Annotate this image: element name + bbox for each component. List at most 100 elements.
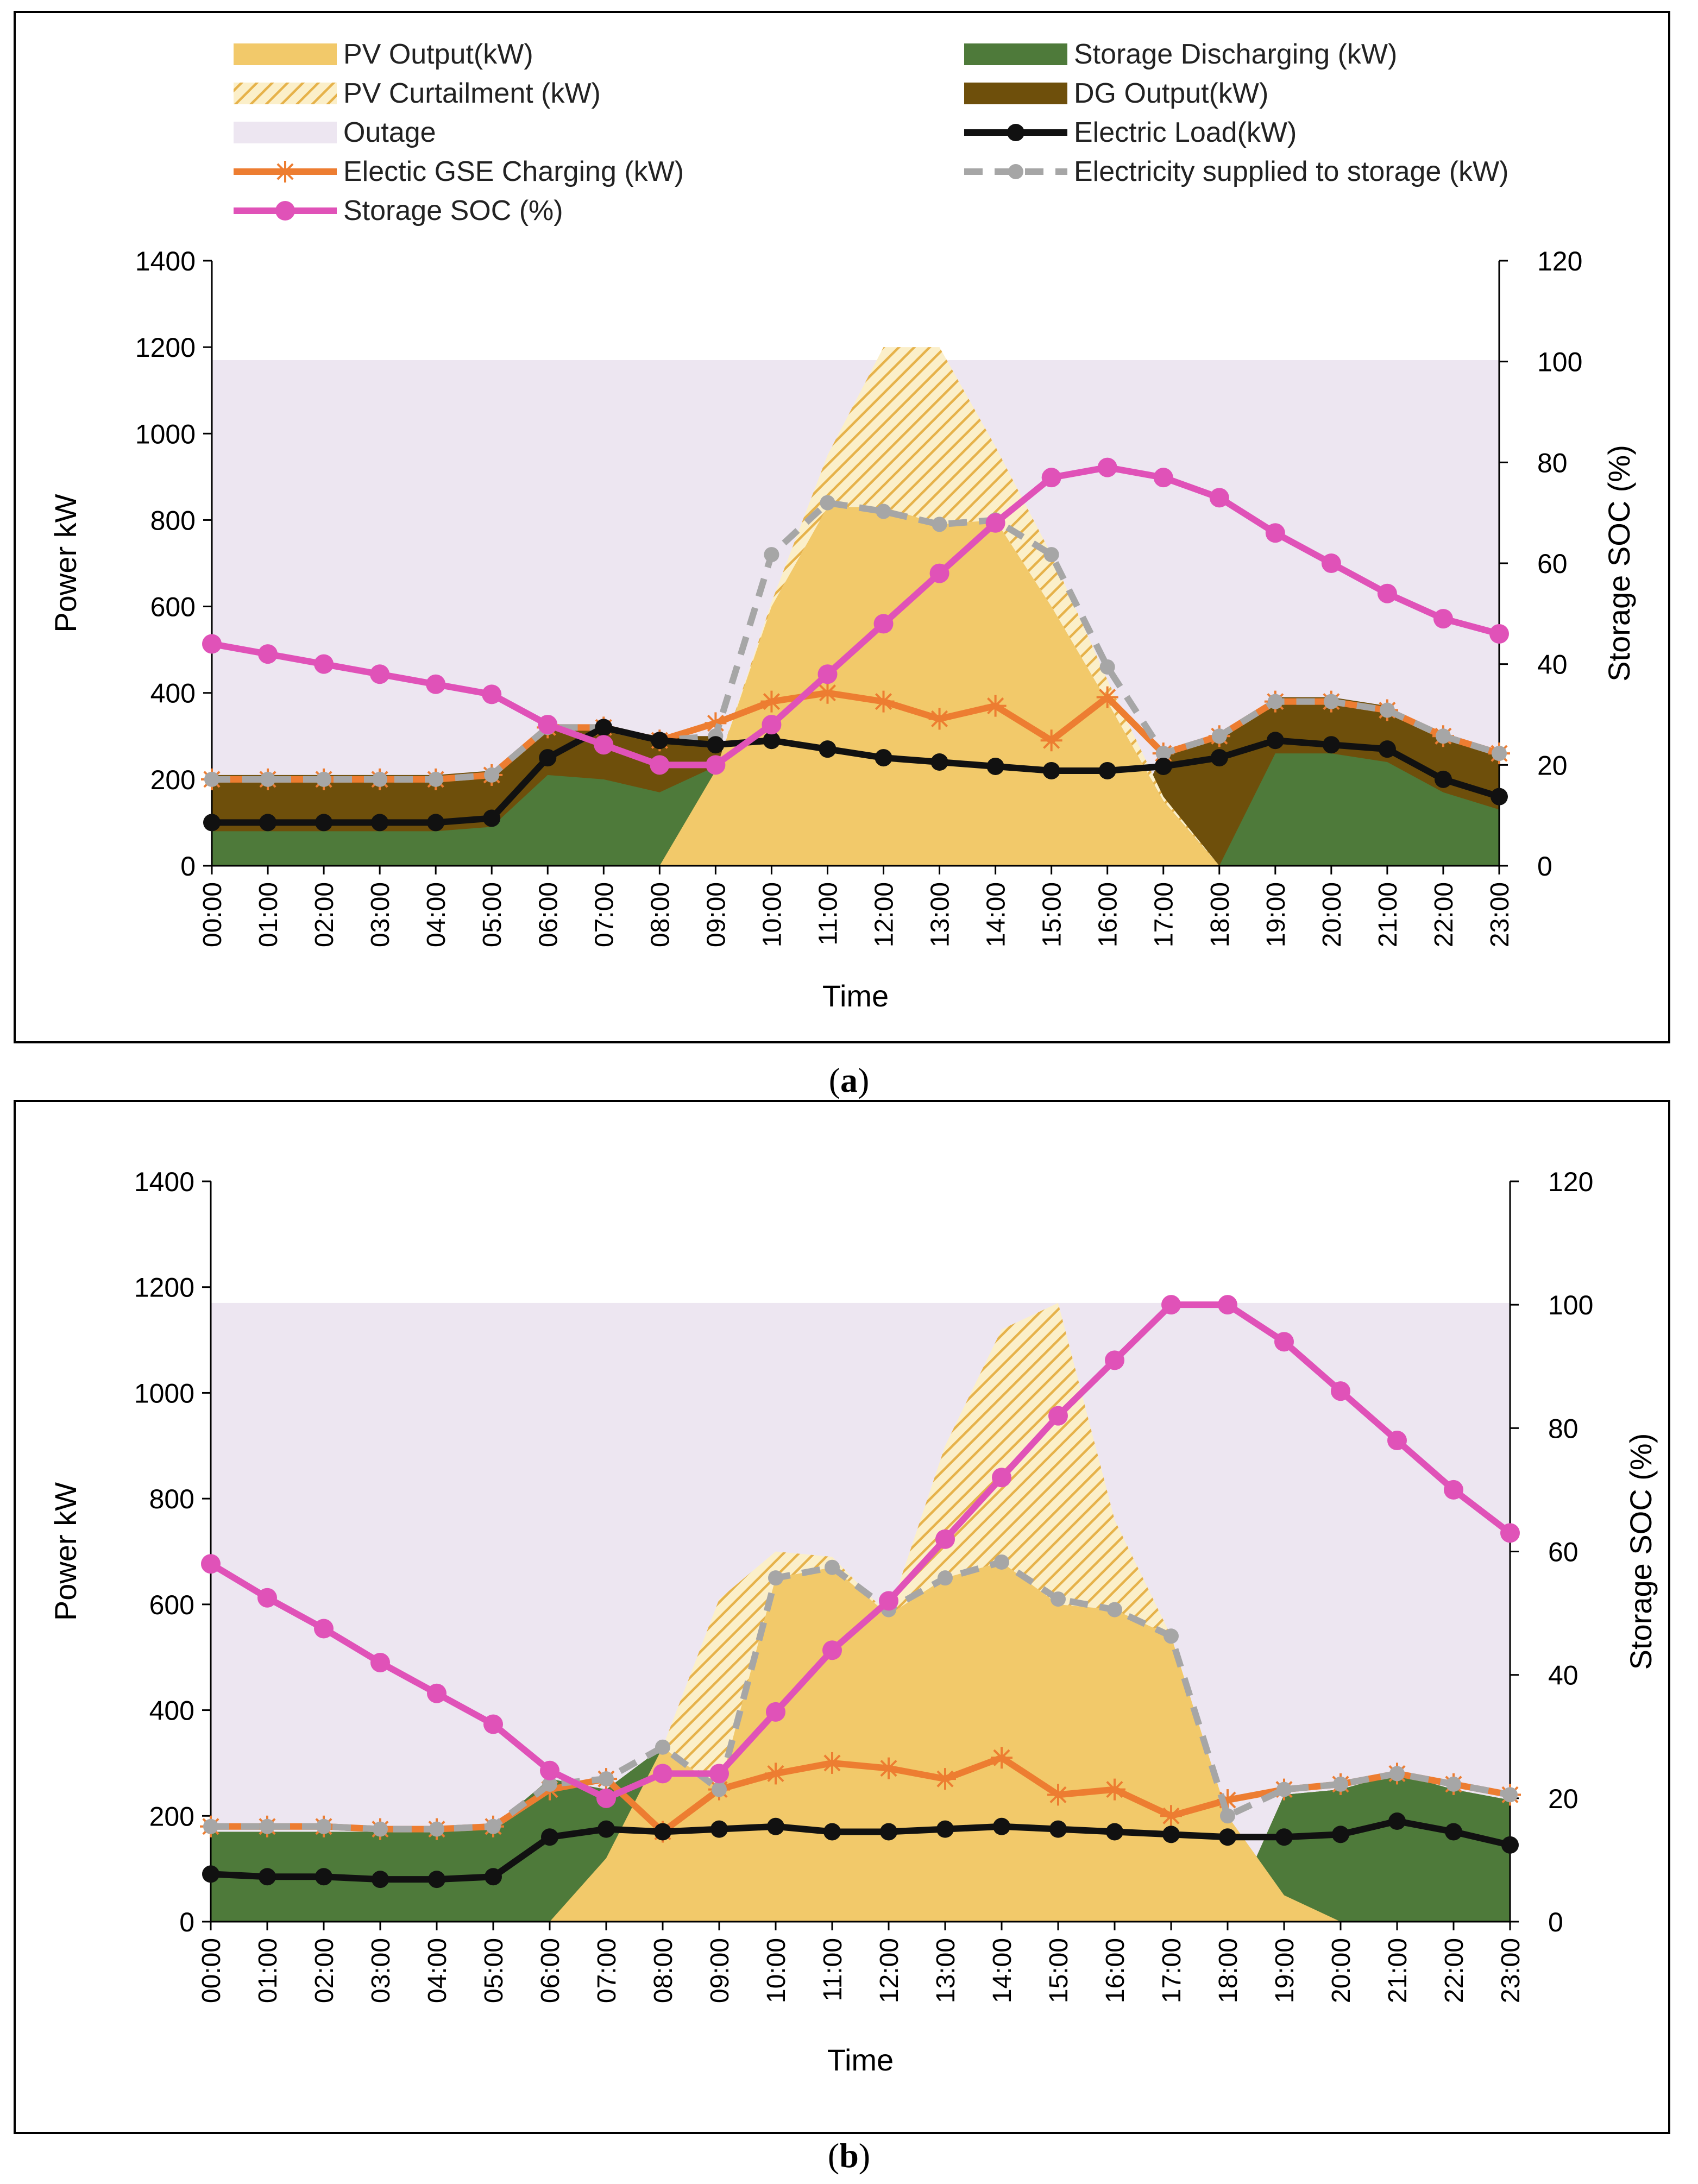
panel-label: (a) [829,1061,870,1099]
x-tick-label: 07:00 [590,882,619,947]
storage-supply-point [1492,746,1507,761]
y2-tick-label: 20 [1537,750,1568,781]
storage-supply-point [768,1570,783,1586]
storage-supply-point [1211,728,1227,744]
electric-load-point [202,1865,219,1883]
gse-charging-point-stroke [993,1749,1010,1766]
storage-supply-point [484,767,500,783]
electric-load-point [986,757,1004,775]
storage-supply-point [1323,694,1339,709]
gse-charging-point-stroke [1162,1807,1180,1824]
storage-supply-point [764,547,779,563]
legend-label: Storage Discharging (kW) [1074,39,1397,70]
storage-soc-point [1377,583,1397,603]
storage-soc-point [1433,609,1453,629]
electric-load-point [315,814,333,832]
electric-load-point [1388,1812,1406,1830]
electric-load-point [1042,761,1060,779]
storage-supply-point [1389,1766,1405,1782]
electric-load-point [541,1828,558,1846]
electric-load-point [651,732,669,750]
storage-soc-point [985,513,1005,533]
x-tick-label: 01:00 [254,1938,282,2003]
electric-load-point [1378,740,1396,758]
storage-soc-point [766,1702,785,1722]
storage-soc-point [427,1683,446,1703]
gse-charging-point [984,695,1007,717]
panel-frame [14,11,1670,1043]
electric-load-point [1445,1823,1462,1841]
legend-item-dg-output: DG Output(kW) [964,78,1268,109]
x-tick-label: 06:00 [536,1938,565,2003]
electric-load-point [993,1817,1010,1835]
gse-charging-point-stroke [931,710,948,728]
x-tick-label: 04:00 [422,882,451,947]
panel-b: 0 200 400 600 800 1000 1200 1400 0 20 40 60 80 100 120… [14,1100,1670,2175]
storage-soc-point [1321,553,1341,573]
storage-supply-point [1099,659,1115,675]
x-tick-label: 17:00 [1150,882,1179,947]
legend-item-pv-curtailment: PV Curtailment (kW) [234,78,601,109]
legend-label: Outage [343,117,436,148]
panel-label: (b) [828,2136,870,2175]
storage-soc-point [483,1714,503,1734]
storage-discharging-area [212,753,1499,866]
storage-supply-point [204,771,219,787]
storage-supply-point [825,1559,840,1575]
electric-load-point [1332,1826,1349,1843]
storage-soc-point [1331,1381,1350,1401]
legend-item-electric-load: Electric Load(kW) [964,117,1297,148]
storage-supply-point [932,517,947,532]
legend-marker-stroke [276,163,294,180]
electric-load-point [371,814,389,832]
x-tick-label: 06:00 [534,882,563,947]
storage-soc-point [1041,468,1061,488]
y2-tick-label: 20 [1548,1784,1578,1814]
storage-soc-point [314,1619,334,1639]
storage-discharging-area [211,1747,1510,1922]
gse-charging-point [1096,686,1118,708]
x-tick-label: 08:00 [649,1938,678,2003]
electric-load-point [1049,1820,1067,1838]
storage-soc-point [1218,1295,1237,1315]
storage-soc-point [1444,1480,1463,1500]
x-tick-label: 13:00 [932,1938,960,2003]
x-tick-label: 10:00 [758,882,787,947]
storage-supply-point [542,1776,557,1792]
storage-soc-point [706,755,726,775]
electric-load-point [259,814,277,832]
electric-load-point [1154,757,1172,775]
storage-supply-point [1043,547,1059,563]
x-tick-label: 11:00 [814,882,842,946]
storage-soc-point [822,1640,842,1660]
y2-axis-title: Storage SOC (%) [1602,445,1636,682]
x-tick-label: 16:00 [1101,1938,1130,2003]
electric-load-point [1106,1823,1123,1841]
y-tick-label: 1400 [134,1167,194,1197]
x-tick-label: 00:00 [198,882,227,947]
storage-supply-point [203,1818,218,1834]
electric-load-line [212,724,1500,826]
storage-soc-point [1387,1431,1407,1451]
electric-load-point [823,1823,841,1841]
y-tick-label: 1200 [134,1273,194,1303]
storage-soc-point [1153,468,1173,488]
gse-charging-point-stroke [819,684,837,702]
y2-tick-label: 120 [1548,1167,1593,1197]
storage-soc-point [1105,1350,1124,1370]
storage-supply-point [1333,1776,1348,1792]
legend-label: Electricity supplied to storage (kW) [1074,156,1509,187]
legend-label: Electric Load(kW) [1074,117,1297,148]
storage-soc-point [653,1764,672,1784]
storage-soc-point [709,1764,729,1784]
x-tick-label: 10:00 [762,1938,791,2003]
electric-load-point [930,753,948,771]
y2-tick-label: 120 [1537,246,1582,276]
legend-label: Storage SOC (%) [343,195,563,226]
storage-soc-point [879,1591,898,1611]
gse-charging-point [934,1768,956,1790]
gse-charging-point-stroke [767,1765,784,1782]
storage-soc-point [873,614,894,634]
gse-charging-point-stroke [1099,689,1116,706]
